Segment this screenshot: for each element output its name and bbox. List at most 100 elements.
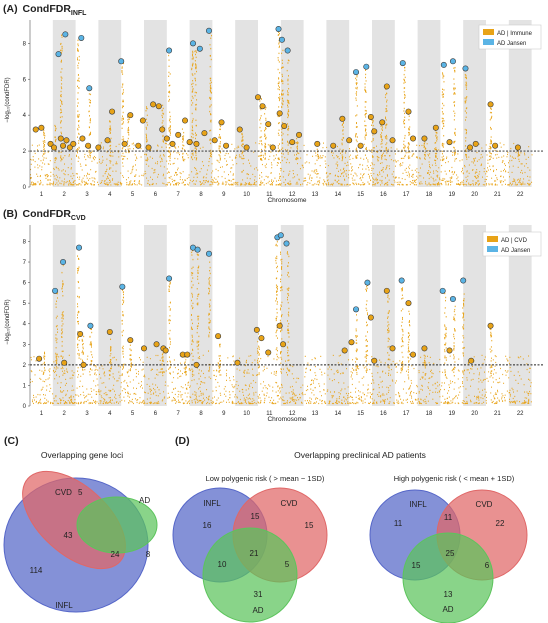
- snp-point: [415, 156, 417, 158]
- snp-point: [219, 141, 221, 143]
- snp-point: [125, 149, 127, 151]
- snp-point: [160, 371, 161, 373]
- snp-point: [434, 148, 435, 150]
- snp-point: [168, 163, 170, 165]
- snp-point: [77, 255, 78, 257]
- snp-point: [61, 59, 62, 62]
- snp-point: [454, 70, 456, 72]
- snp-point: [182, 138, 184, 140]
- snp-point: [138, 181, 140, 183]
- snp-point: [70, 163, 72, 165]
- snp-point: [44, 174, 46, 176]
- snp-point: [466, 184, 468, 186]
- snp-point: [122, 363, 124, 366]
- snp-point: [372, 177, 374, 179]
- snp-point: [216, 369, 218, 371]
- snp-point: [338, 170, 339, 172]
- snp-point: [337, 402, 339, 405]
- panel-b-title-sub: CVD: [71, 215, 86, 222]
- snp-point: [204, 181, 206, 184]
- snp-point: [72, 374, 73, 376]
- snp-point: [122, 105, 124, 107]
- snp-point: [77, 280, 79, 283]
- snp-point: [116, 401, 117, 404]
- snp-point: [105, 394, 107, 396]
- snp-point: [93, 389, 95, 391]
- snp-point: [298, 399, 300, 401]
- snp-point: [145, 133, 147, 136]
- snp-point: [122, 115, 123, 117]
- snp-point: [191, 85, 193, 88]
- lead-snp-jansen: [55, 51, 62, 58]
- snp-point: [121, 155, 123, 157]
- snp-point: [458, 387, 460, 389]
- snp-point: [219, 150, 221, 153]
- snp-point: [524, 171, 526, 174]
- snp-point: [511, 159, 513, 162]
- snp-point: [59, 99, 61, 101]
- snp-point: [177, 184, 179, 186]
- snp-point: [312, 155, 314, 157]
- snp-point: [267, 176, 269, 179]
- snp-point: [316, 170, 318, 173]
- snp-point: [118, 377, 120, 379]
- snp-point: [425, 181, 426, 183]
- snp-point: [77, 346, 79, 349]
- snp-point: [192, 53, 193, 56]
- snp-point: [428, 172, 430, 174]
- snp-point: [377, 178, 379, 181]
- y-tick-label: 6: [23, 77, 27, 83]
- snp-point: [408, 134, 410, 136]
- snp-point: [475, 396, 477, 398]
- snp-point: [419, 157, 421, 159]
- snp-point: [390, 363, 392, 365]
- snp-point: [43, 371, 45, 374]
- snp-point: [530, 385, 531, 387]
- snp-point: [248, 173, 249, 176]
- snp-point: [484, 180, 486, 182]
- snp-point: [452, 154, 454, 156]
- snp-point: [392, 380, 394, 382]
- snp-point: [367, 181, 369, 183]
- snp-point: [429, 184, 431, 186]
- snp-point: [336, 402, 338, 405]
- snp-point: [191, 171, 193, 173]
- snp-point: [194, 167, 196, 169]
- snp-point: [179, 154, 180, 156]
- snp-point: [61, 170, 63, 172]
- snp-point: [341, 139, 343, 141]
- snp-point: [442, 120, 444, 122]
- snp-point: [380, 169, 382, 172]
- snp-point: [122, 84, 124, 86]
- snp-point: [164, 177, 166, 179]
- snp-point: [367, 388, 369, 390]
- snp-point: [445, 401, 446, 403]
- snp-point: [120, 184, 122, 186]
- snp-point: [191, 65, 193, 67]
- snp-point: [293, 377, 295, 380]
- snp-point: [87, 183, 89, 185]
- snp-point: [55, 303, 57, 305]
- snp-point: [500, 146, 502, 148]
- snp-point: [404, 145, 406, 147]
- snp-point: [182, 398, 184, 400]
- snp-point: [371, 167, 373, 169]
- snp-point: [356, 373, 358, 376]
- snp-point: [53, 168, 55, 171]
- snp-point: [147, 124, 149, 126]
- snp-point: [187, 157, 189, 159]
- snp-point: [490, 136, 492, 138]
- snp-point: [282, 99, 284, 102]
- snp-point: [278, 61, 280, 63]
- snp-point: [60, 86, 62, 88]
- snp-point: [176, 401, 178, 403]
- snp-point: [77, 128, 79, 130]
- snp-point: [169, 118, 171, 120]
- snp-point: [207, 401, 209, 404]
- snp-point: [146, 121, 148, 124]
- snp-point: [89, 367, 91, 370]
- snp-point: [373, 388, 375, 390]
- snp-point: [162, 112, 164, 115]
- snp-point: [302, 384, 304, 386]
- snp-point: [484, 388, 486, 390]
